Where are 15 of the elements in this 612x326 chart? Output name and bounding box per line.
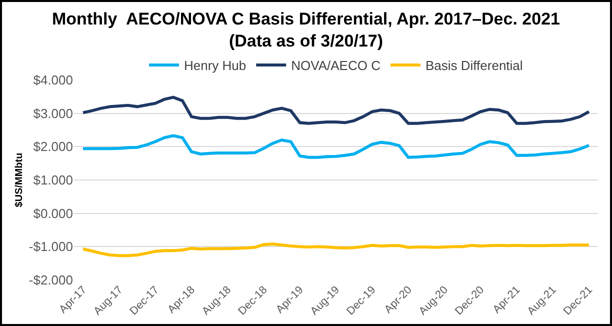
y-tick-label: $2.000 [33, 139, 73, 154]
line-series [82, 242, 590, 258]
line-series [82, 134, 590, 159]
y-tick-label: $4.000 [33, 72, 73, 88]
legend-label: Henry Hub [184, 58, 246, 74]
chart-title: Monthly AECO/NOVA C Basis Differential, Apr. 2017–Dec. 2021 (Data as of 3/20/17) [52, 10, 560, 51]
line-series [82, 96, 590, 125]
y-tick-label: -$2.000 [28, 272, 73, 288]
legend-label: Basis Differential [425, 58, 523, 74]
legend-label: NOVA/AECO C [291, 58, 380, 74]
y-axis-title: $US/MMbtu [14, 152, 25, 208]
y-tick-label: $1.000 [33, 172, 73, 188]
y-tick-label: $3.000 [33, 106, 73, 121]
y-tick-label: -$1.000 [28, 239, 73, 254]
y-tick-label: $0.000 [33, 206, 73, 221]
